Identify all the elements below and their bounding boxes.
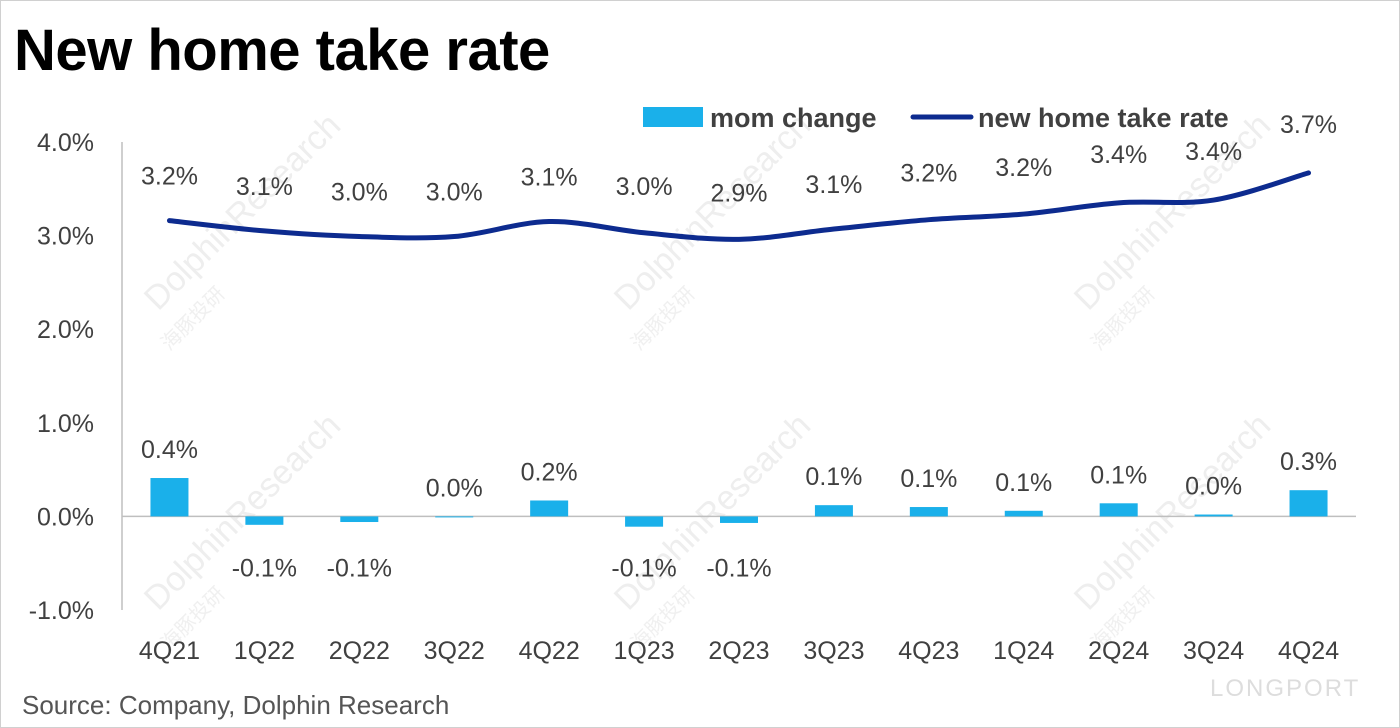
source-note: Source: Company, Dolphin Research [22,690,450,720]
y-tick-label: 3.0% [37,223,94,251]
x-tick-label: 4Q24 [1278,637,1339,665]
data-labels: 0.4% -0.1% -0.1% 0.0% 0.2% -0.1% -0.1% 0.1% 0.1%… [141,111,1337,583]
watermark-text: DolphinResearch [1067,106,1278,317]
legend-label-line: new home take rate [978,103,1229,133]
line-data-label: 3.0% [331,179,388,207]
line-data-label: 3.2% [900,160,957,188]
line-data-label: 2.9% [711,179,768,207]
x-tick-label: 3Q23 [803,637,864,665]
x-tick-label: 1Q23 [613,637,674,665]
line-data-label: 3.0% [426,179,483,207]
axes: -1.0% 0.0% 1.0% 2.0% 3.0% 4.0% 4Q21 1Q22 2Q22 3Q2… [29,129,1356,665]
x-tick-label: 3Q22 [424,637,485,665]
bar-data-label: 0.0% [1185,473,1242,501]
line-series [166,170,1312,242]
y-tick-label: -1.0% [29,597,94,625]
x-tick-label: 4Q21 [139,637,200,665]
watermark-text: DolphinResearch [607,406,818,617]
bar [625,516,664,527]
watermark-text: DolphinResearch [1067,406,1278,617]
line-data-label: 3.4% [1185,138,1242,166]
y-tick-label: 0.0% [37,503,94,531]
chart-title: New home take rate [14,18,550,83]
bar [1289,490,1328,517]
bar-data-label: -0.1% [611,554,676,582]
bar-series [150,478,1328,527]
bar [909,507,948,517]
bar-data-label: -0.1% [706,554,771,582]
bar [1004,510,1043,517]
x-tick-label: 2Q24 [1088,637,1149,665]
bar-data-label: 0.4% [141,436,198,464]
bar-data-label: 0.1% [1090,461,1147,489]
x-tick-label: 2Q22 [329,637,390,665]
x-tick-label: 1Q22 [234,637,295,665]
line-data-label: 3.4% [1090,141,1147,169]
line-path [166,170,1312,242]
line-data-label: 3.1% [521,164,578,192]
legend: mom change new home take rate [643,103,1229,133]
x-tick-label: 4Q22 [519,637,580,665]
bar [435,516,474,518]
bar [1099,503,1138,517]
line-data-label: 3.2% [141,163,198,191]
x-tick-label: 1Q24 [993,637,1054,665]
bar [1194,514,1233,517]
bar-data-label: 0.3% [1280,448,1337,476]
bar-data-label: 0.2% [521,458,578,486]
x-tick-label: 4Q23 [898,637,959,665]
bar-data-label: 0.1% [900,465,957,493]
legend-label-bar: mom change [710,103,877,133]
line-data-label: 3.1% [236,173,293,201]
legend-swatch-bar [643,107,703,127]
bar [720,516,758,523]
bar-data-label: 0.1% [805,463,862,491]
y-tick-label: 4.0% [37,129,94,157]
bar [245,516,284,525]
bar [814,505,853,517]
y-tick-label: 2.0% [37,316,94,344]
x-tick-label: 3Q24 [1183,637,1244,665]
watermark-text: DolphinResearch [607,106,818,317]
bar [150,478,189,517]
x-tick-label: 2Q23 [708,637,769,665]
line-data-label: 3.0% [616,173,673,201]
longport-watermark: LONGPORT [1210,675,1360,702]
line-data-label: 3.2% [995,154,1052,182]
bar-data-label: -0.1% [232,554,297,582]
line-data-label: 3.1% [805,171,862,199]
bar-data-label: 0.1% [995,469,1052,497]
bar-data-label: -0.1% [327,554,392,582]
bar [340,516,379,523]
y-tick-label: 1.0% [37,410,94,438]
bar-data-label: 0.0% [426,474,483,502]
bar [530,500,569,517]
watermark-text: DolphinResearch [137,106,348,317]
line-data-label: 3.7% [1280,111,1337,139]
